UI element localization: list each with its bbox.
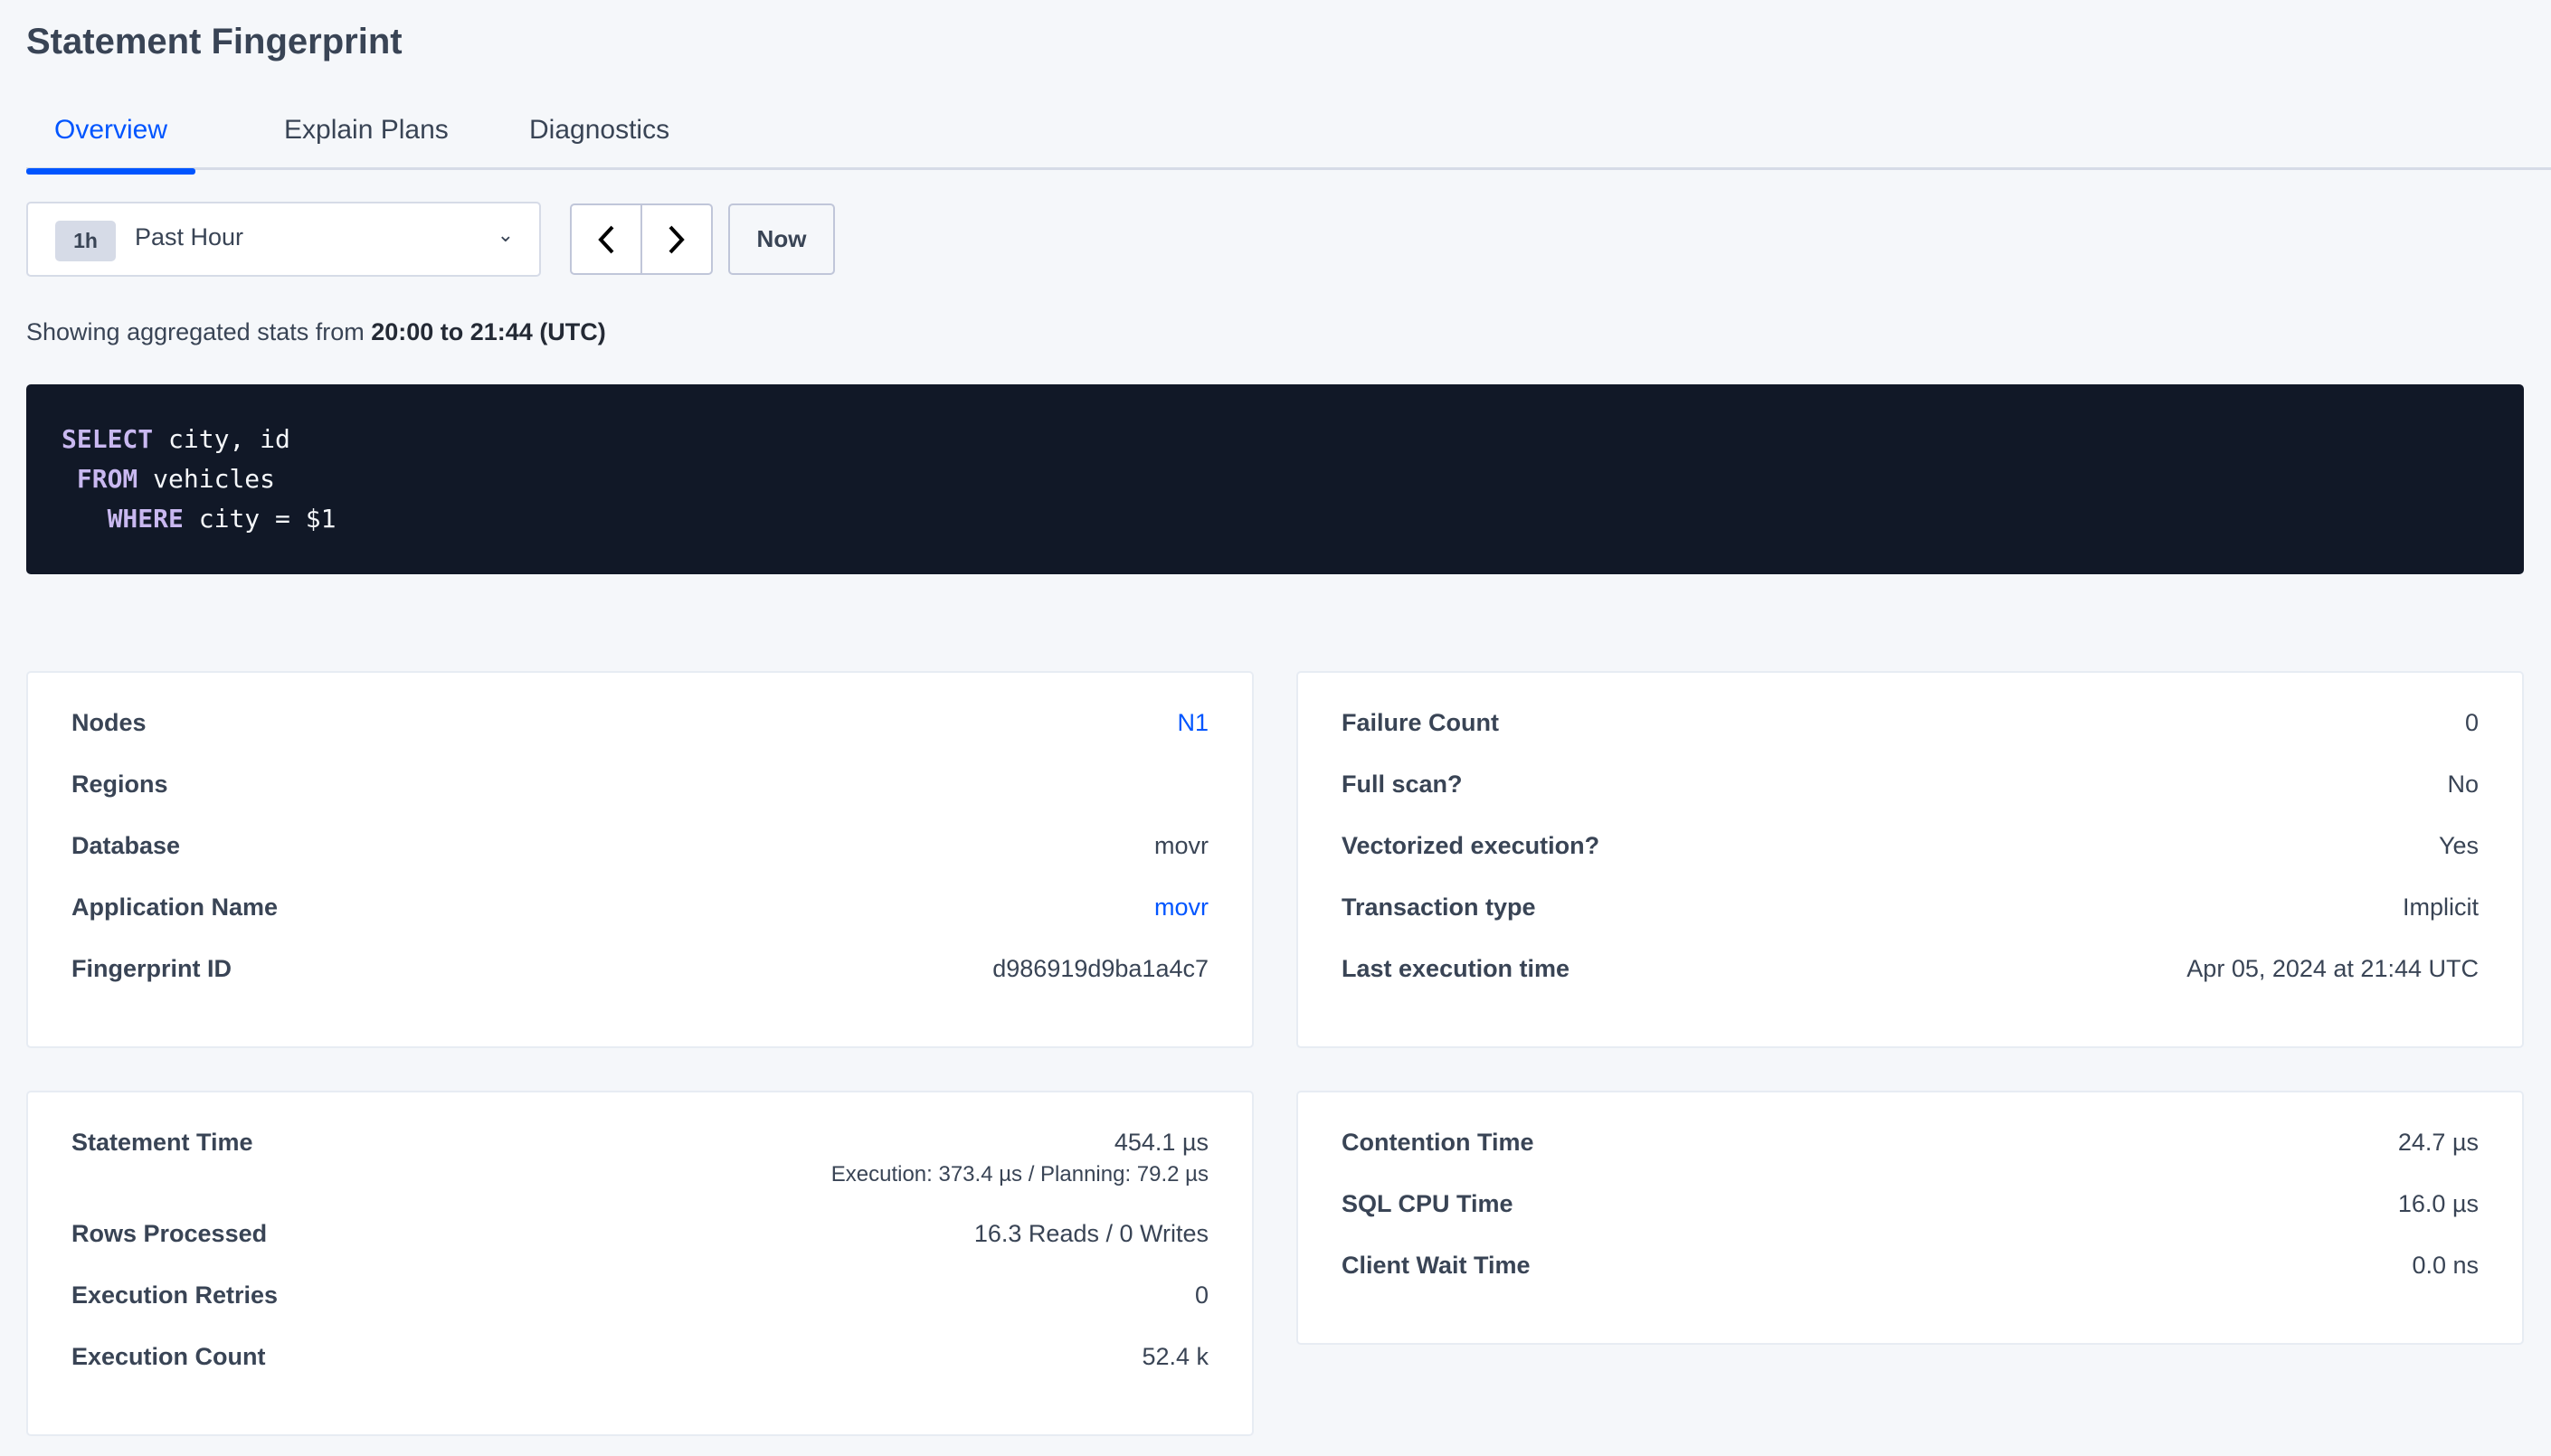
tab-explain-plans[interactable]: Explain Plans xyxy=(284,115,449,145)
exec-row-failure-count: Failure Count 0 xyxy=(1342,709,2479,736)
time-row-cpu: SQL CPU Time 16.0 µs xyxy=(1342,1190,2479,1217)
time-row-client-wait: Client Wait Time 0.0 ns xyxy=(1342,1252,2479,1279)
chevron-right-icon[interactable] xyxy=(642,205,711,273)
chevron-left-icon[interactable] xyxy=(572,205,642,273)
application-link[interactable]: movr xyxy=(1154,893,1209,921)
time-range-badge: 1h xyxy=(55,221,116,261)
exec-row-vectorized: Vectorized execution? Yes xyxy=(1342,832,2479,859)
time-range-label: Past Hour xyxy=(135,223,244,251)
statement-stats-card: Statement Time 454.1 µs Execution: 373.4 µ… xyxy=(26,1091,1254,1436)
tab-overview[interactable]: Overview xyxy=(26,109,196,175)
sql-line: WHERE city = $1 xyxy=(107,504,337,534)
time-row-contention: Contention Time 24.7 µs xyxy=(1342,1129,2479,1156)
time-stats-card: Contention Time 24.7 µs SQL CPU Time 16.0 … xyxy=(1296,1091,2524,1345)
summary-range: 20:00 to 21:44 (UTC) xyxy=(371,318,606,345)
sql-query-block: SELECT city, id FROM vehicles WHERE city… xyxy=(26,384,2524,574)
now-button[interactable]: Now xyxy=(728,203,835,275)
page-title: Statement Fingerprint xyxy=(26,22,403,61)
aggregation-summary: Showing aggregated stats from 20:00 to 2… xyxy=(26,318,606,346)
stats-row-retries: Execution Retries 0 xyxy=(71,1281,1209,1309)
execution-info-card: Failure Count 0 Full scan? No Vectorized e… xyxy=(1296,671,2524,1048)
exec-row-last-execution: Last execution time Apr 05, 2024 at 21:44… xyxy=(1342,955,2479,982)
time-nav-group xyxy=(570,203,713,275)
info-row-regions: Regions xyxy=(71,771,168,798)
sql-line: SELECT city, id xyxy=(62,424,290,454)
info-row-application: Application Name movr xyxy=(71,893,1209,955)
stats-row-rows-processed: Rows Processed 16.3 Reads / 0 Writes xyxy=(71,1220,1209,1247)
info-row-nodes: Nodes N1 xyxy=(71,709,1209,771)
info-row-database: Database movr xyxy=(71,832,1209,859)
exec-row-full-scan: Full scan? No xyxy=(1342,771,2479,798)
node-link[interactable]: N1 xyxy=(1177,709,1209,736)
tab-diagnostics[interactable]: Diagnostics xyxy=(529,115,670,145)
statement-info-card: Nodes N1 Regions Database movr Application… xyxy=(26,671,1254,1048)
summary-prefix: Showing aggregated stats from xyxy=(26,318,372,345)
sql-line: FROM vehicles xyxy=(76,464,276,494)
info-row-fingerprint: Fingerprint ID d986919d9ba1a4c7 xyxy=(71,955,1209,982)
tab-bar: Overview Explain Plans Diagnostics xyxy=(26,109,2551,175)
chevron-down-icon: ⌄ xyxy=(497,223,514,246)
exec-row-transaction-type: Transaction type Implicit xyxy=(1342,893,2479,921)
time-range-select[interactable]: 1h Past Hour ⌄ xyxy=(26,202,541,277)
stats-row-statement-time: Statement Time 454.1 µs Execution: 373.4 µ… xyxy=(71,1129,1209,1187)
stats-row-execution-count: Execution Count 52.4 k xyxy=(71,1343,1209,1370)
